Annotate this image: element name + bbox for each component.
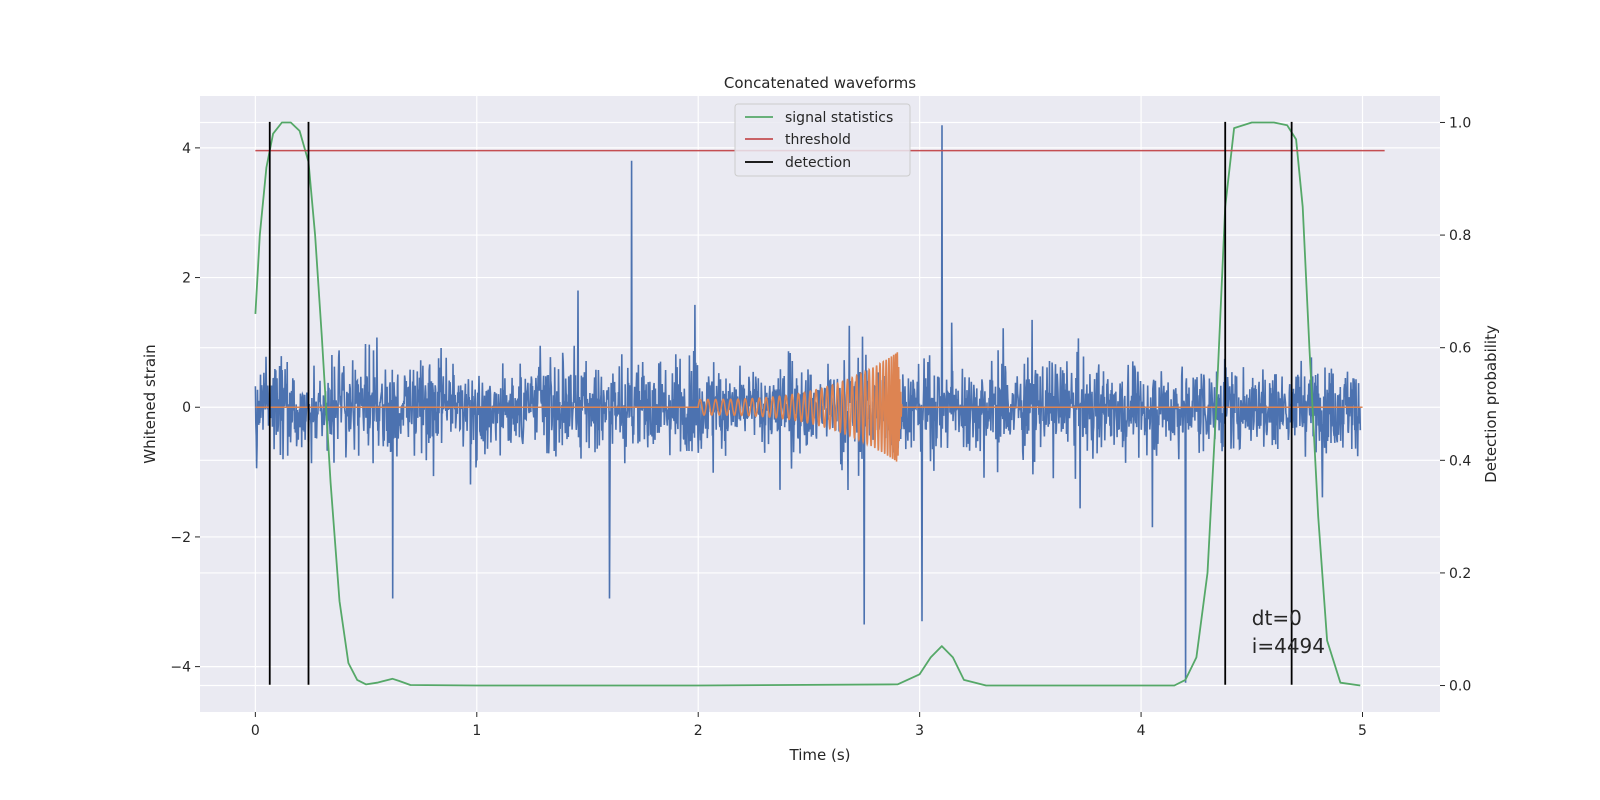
y-tick-label: 4 [182,141,191,157]
annotation: dt=0 i=4494 [1252,606,1325,658]
y2-tick-label: 1.0 [1449,115,1471,131]
series-whitened-strain [254,125,1362,683]
legend-label-signal-statistics: signal statistics [785,110,893,126]
series-signal-statistics [254,121,1361,687]
legend-label-threshold: threshold [785,132,851,148]
signal-statistics-line [254,121,1361,687]
y-tick-label: 0 [182,400,191,416]
x-tick-label: 2 [694,723,703,739]
axis-ticks: 0 1 2 3 4 5 −4 −2 0 2 4 0.0 0.2 0.4 0.6 0.8 1.0 [170,115,1471,739]
chart-title: Concatenated waveforms [724,74,916,92]
x-tick-label: 0 [251,723,260,739]
y2-tick-label: 0.4 [1449,453,1471,469]
y-axis-label: Whitened strain [141,344,159,463]
annotation-index: i=4494 [1252,634,1325,658]
x-tick-label: 4 [1137,723,1146,739]
y-tick-label: 2 [182,271,191,287]
x-tick-label: 5 [1358,723,1367,739]
x-axis-label: Time (s) [789,746,851,764]
x-tick-label: 1 [472,723,481,739]
annotation-dt: dt=0 [1252,606,1302,630]
noise-line [254,125,1362,683]
y2-tick-label: 0.8 [1449,228,1471,244]
y-tick-label: −4 [170,660,191,676]
legend-label-detection: detection [785,155,851,171]
legend-box [734,103,911,177]
legend: signal statistics threshold detection [734,103,911,177]
y2-axis-label: Detection probability [1482,325,1500,483]
y2-tick-label: 0.2 [1449,566,1471,582]
x-tick-label: 3 [915,723,924,739]
chirp-line [255,352,1363,462]
detection-lines [268,121,1293,685]
y2-tick-label: 0.0 [1449,679,1471,695]
series-injected-chirp [255,352,1363,462]
y-tick-label: −2 [170,530,191,546]
y2-tick-label: 0.6 [1449,341,1471,357]
